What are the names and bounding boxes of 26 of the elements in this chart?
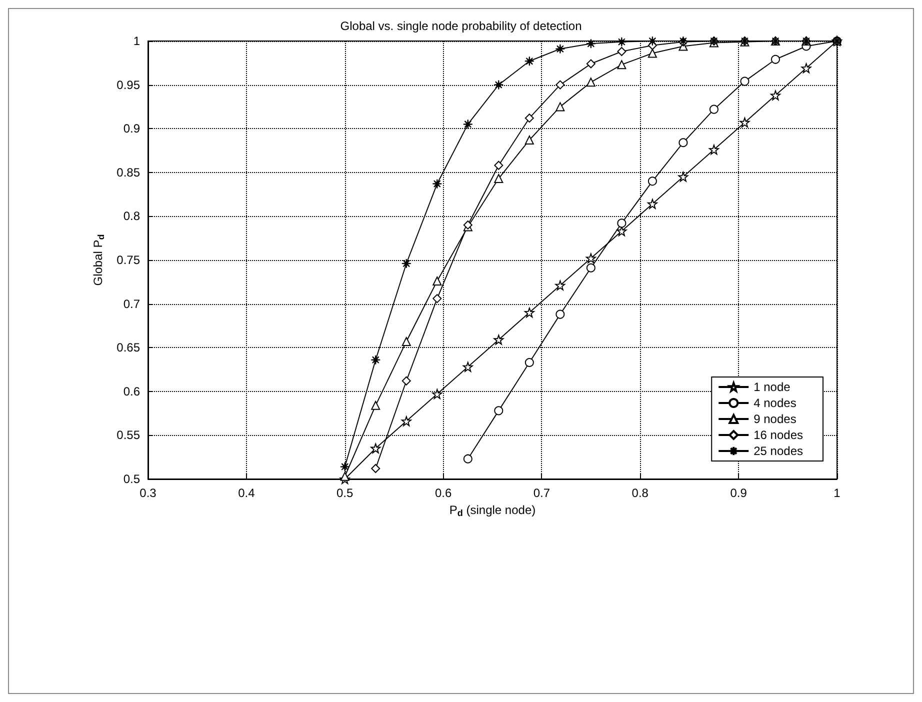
y-tick-label: 0.95	[116, 78, 140, 92]
y-axis-title: Global Pd	[91, 234, 106, 286]
y-tick-label: 1	[133, 34, 140, 48]
y-tick-label: 0.55	[116, 428, 140, 442]
chart-title: Global vs. single node probability of detection	[340, 19, 582, 33]
legend-label: 9 nodes	[754, 412, 796, 426]
x-tick-label: 0.4	[238, 486, 256, 500]
y-tick-label: 0.75	[116, 253, 140, 267]
x-tick-label: 0.8	[632, 486, 649, 500]
legend-label: 4 nodes	[754, 396, 796, 410]
y-tick-label: 0.7	[123, 296, 140, 311]
x-tick-label: 0.7	[533, 486, 550, 500]
y-tick-label: 0.65	[116, 340, 140, 355]
x-tick-label: 0.6	[434, 486, 452, 500]
y-tick-label: 0.8	[123, 209, 140, 224]
legend-label: 25 nodes	[754, 444, 804, 458]
y-tick-label: 0.85	[116, 165, 140, 180]
legend-label: 16 nodes	[754, 428, 804, 442]
y-tick-label: 0.5	[123, 472, 140, 486]
x-tick-label: 0.3	[140, 486, 157, 500]
x-tick-label: 0.5	[336, 486, 354, 500]
y-tick-label: 0.9	[123, 122, 140, 136]
legend-label: 1 node	[754, 380, 791, 394]
x-tick-label: 1	[834, 486, 841, 500]
x-tick-label: 0.9	[730, 486, 748, 500]
y-tick-label: 0.6	[123, 384, 140, 398]
